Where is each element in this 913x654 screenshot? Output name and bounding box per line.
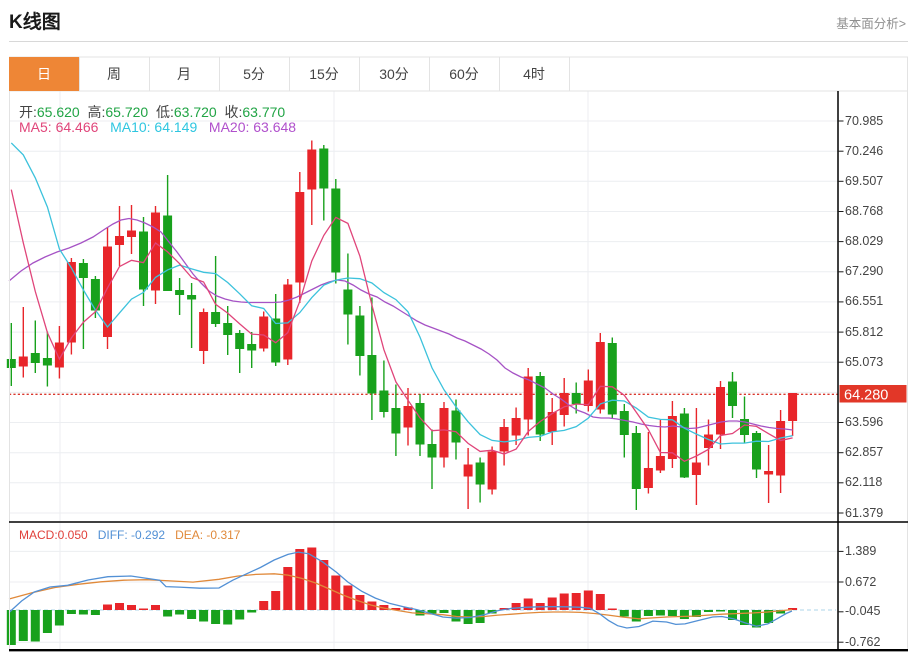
svg-text:64.280: 64.280 — [844, 388, 888, 404]
